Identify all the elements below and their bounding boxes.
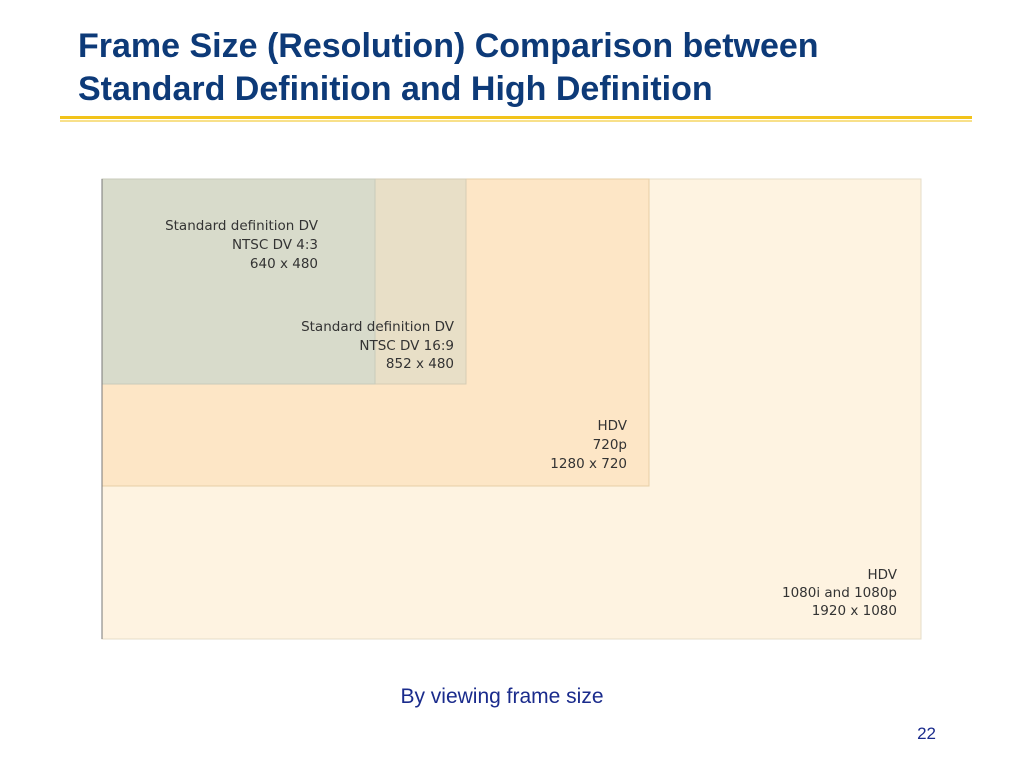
- page-number: 22: [917, 724, 936, 743]
- label-line: 720p: [593, 437, 627, 453]
- title-rule: [60, 120, 972, 122]
- frame-label: HDV 1080i and 1080p 1920 x 1080: [782, 567, 898, 619]
- title-rule: [60, 116, 972, 119]
- label-line: 852 x 480: [386, 356, 454, 372]
- label-line: Standard definition DV: [165, 218, 319, 234]
- label-line: 1080i and 1080p: [782, 585, 897, 601]
- label-line: HDV: [597, 418, 627, 434]
- title-line: Frame Size (Resolution) Comparison betwe…: [78, 27, 819, 65]
- label-line: NTSC DV 4:3: [232, 237, 318, 253]
- frame-640: [101, 178, 376, 385]
- frame-label: Standard definition DV NTSC DV 16:9 852 …: [301, 319, 455, 372]
- label-line: 1280 x 720: [550, 456, 627, 472]
- caption: By viewing frame size: [400, 685, 603, 708]
- label-line: 1920 x 1080: [812, 603, 897, 619]
- frame-label: HDV 720p 1280 x 720: [550, 418, 627, 472]
- label-line: 640 x 480: [250, 256, 318, 272]
- frame-label: Standard definition DV NTSC DV 4:3 640 x…: [165, 218, 319, 272]
- label-line: HDV: [867, 567, 897, 583]
- label-line: Standard definition DV: [301, 319, 455, 335]
- title-line: Standard Definition and High Definition: [78, 70, 713, 108]
- label-line: NTSC DV 16:9: [359, 338, 454, 354]
